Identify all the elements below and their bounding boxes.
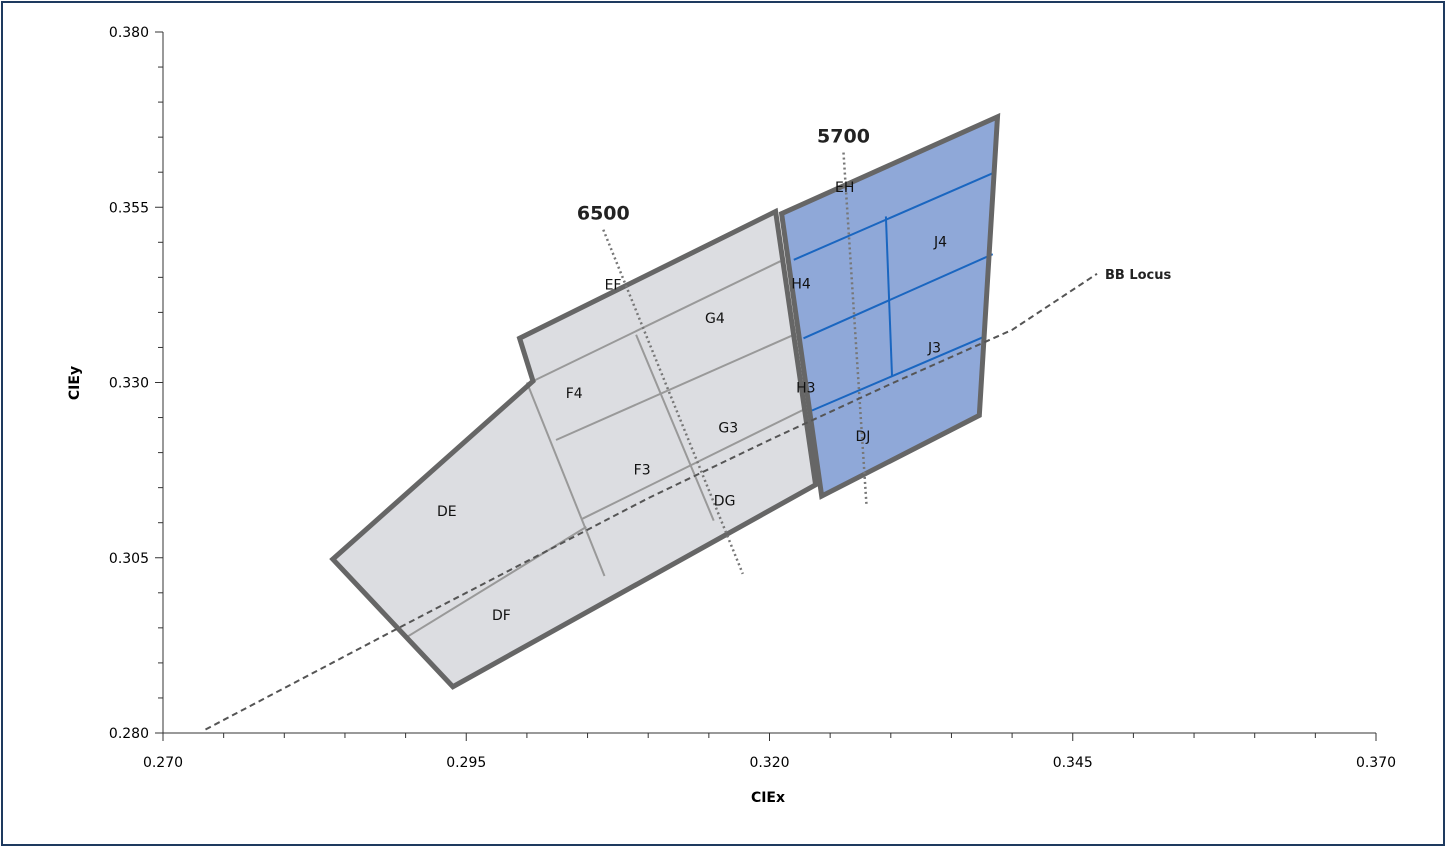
gray-grid-line [407,526,587,638]
gray-outline [329,207,819,690]
gray-grid-line [555,333,795,441]
bin-label-h3: H3 [796,380,815,396]
bin-label-h4: H4 [791,277,811,293]
cct-isotherms: 6500 5700 [577,126,870,575]
isotherm-5700-line [842,152,868,506]
bin-label-de: DE [437,504,457,520]
y-tick-label: 0.380 [109,25,149,41]
bin-label-dg: DG [714,493,736,509]
bin-regions [332,116,998,687]
bin-outlines [329,112,1001,690]
blue-outline [778,112,1001,500]
gray-region [332,211,816,687]
isotherm-5700-label: 5700 [817,126,870,148]
x-tick-label: 0.345 [1053,755,1093,771]
gray-grid-line [635,334,715,521]
blue-grid-line [803,253,994,340]
bin-label-dj: DJ [855,429,870,445]
bin-label-g4: G4 [705,311,725,327]
bin-label-g3: G3 [718,420,738,436]
y-tick-label: 0.280 [109,726,149,742]
bin-label-f4: F4 [566,386,583,402]
axes: 0.270 0.295 0.320 0.345 0.370 0.280 0.305 0.330… [109,25,1396,771]
x-tick-label: 0.270 [143,755,183,771]
gray-grid-line [532,260,781,382]
gray-grid-line [525,382,606,577]
blue-grid-line [793,171,996,261]
y-tick-label: 0.305 [109,551,149,567]
bin-label-f3: F3 [634,462,651,478]
bb-locus: BB Locus [205,268,1172,731]
y-tick-label: 0.355 [109,200,149,216]
x-axis-title: CIEx [751,790,785,806]
y-axis-title: CIEy [67,366,83,400]
bin-label-ef: EF [605,277,622,293]
x-tick-label: 0.320 [749,755,789,771]
x-tick-label: 0.370 [1356,755,1396,771]
bin-label-df: DF [492,608,511,624]
bb-locus-label: BB Locus [1105,268,1172,283]
blue-grid-line [884,216,893,376]
bin-labels: EF G4 F4 G3 F3 DG DE DF EH J4 H4 J3 H3 DJ [437,180,947,624]
blue-grid-line [811,335,986,412]
isotherm-6500-line [602,229,744,575]
bin-grid-lines [407,171,996,638]
bin-label-eh: EH [835,180,854,196]
bin-label-j4: J4 [933,235,947,251]
bin-label-j3: J3 [927,340,941,356]
x-tick-label: 0.295 [446,755,486,771]
isotherm-6500-label: 6500 [577,203,630,225]
gray-grid-line [581,408,806,521]
y-tick-label: 0.330 [109,376,149,392]
